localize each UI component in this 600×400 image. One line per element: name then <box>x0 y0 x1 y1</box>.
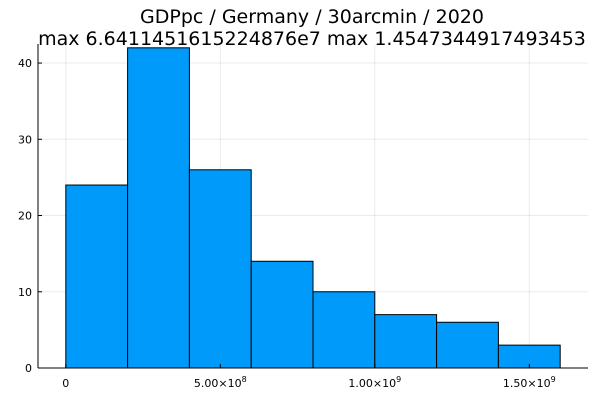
histogram-bar <box>65 184 129 369</box>
x-tick-label: 0 <box>62 377 69 390</box>
x-tick-labels: 0 5.00×108 1.00×109 1.50×109 <box>62 375 555 390</box>
y-tick-label: 10 <box>18 286 32 299</box>
y-tick-label: 20 <box>18 210 32 223</box>
histogram-bar <box>374 314 438 369</box>
x-tick-label: 5.00×108 <box>194 375 247 390</box>
y-tick-label: 0 <box>25 362 32 375</box>
y-tick-label: 30 <box>18 133 32 146</box>
chart-subtitle: max 6.6411451615224876e7 max 1.454734491… <box>38 28 586 50</box>
chart-title: GDPpc / Germany / 30arcmin / 2020 <box>140 6 484 28</box>
y-tick-label: 40 <box>18 57 32 70</box>
histogram-bar <box>312 291 376 369</box>
histogram-bar <box>436 321 499 369</box>
axes <box>37 44 588 369</box>
histogram-bar <box>127 47 190 369</box>
histogram-bars <box>65 47 561 369</box>
histogram-bar <box>250 260 314 369</box>
histogram-bar <box>188 169 252 369</box>
x-tick-label: 1.00×109 <box>348 375 401 390</box>
y-tick-labels: 0 10 20 30 40 <box>18 57 32 375</box>
x-tick-label: 1.50×109 <box>503 375 556 390</box>
